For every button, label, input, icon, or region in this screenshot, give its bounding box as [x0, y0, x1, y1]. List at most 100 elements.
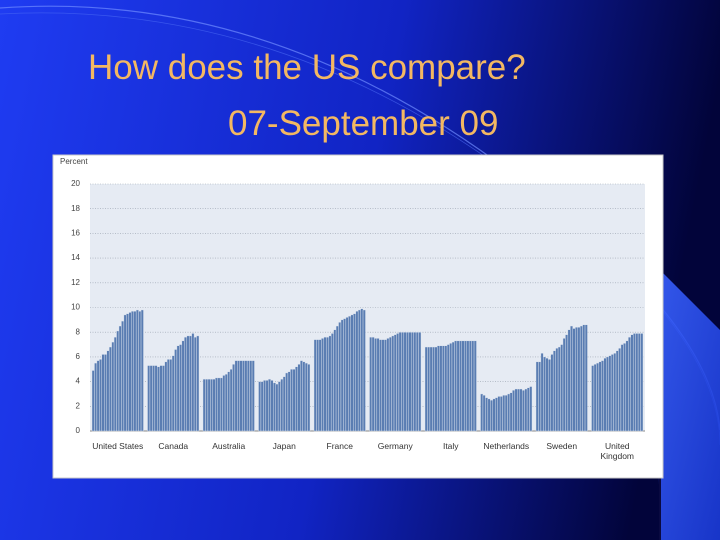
bar — [202, 378, 206, 432]
bar — [591, 365, 595, 432]
bar — [519, 388, 523, 432]
bar — [169, 359, 173, 432]
bar — [418, 332, 422, 432]
bar — [391, 335, 395, 432]
bar — [249, 360, 253, 432]
bar — [131, 311, 134, 432]
bar — [449, 343, 453, 432]
bar — [499, 396, 503, 432]
bar — [104, 354, 107, 432]
bar — [227, 371, 231, 432]
bar — [555, 348, 559, 432]
bar — [623, 343, 627, 432]
bar — [582, 324, 586, 432]
x-tick-label: Sweden — [546, 441, 578, 451]
bar — [369, 336, 373, 432]
bar — [126, 313, 129, 432]
slide-title-line: How does the US compare? — [88, 48, 526, 87]
y-tick-label: 14 — [71, 253, 80, 262]
bar — [434, 346, 438, 432]
bar — [135, 309, 139, 432]
bar — [295, 366, 298, 432]
bar — [579, 325, 583, 432]
bar — [116, 330, 120, 432]
bar — [459, 340, 462, 432]
y-tick-label: 0 — [76, 426, 81, 435]
bar — [495, 397, 498, 432]
y-tick-label: 20 — [71, 179, 80, 188]
y-axis-label: Percent — [60, 157, 88, 166]
bar — [335, 325, 339, 432]
bar — [396, 333, 400, 432]
bar — [618, 348, 622, 432]
bar — [140, 309, 144, 432]
bar — [280, 378, 284, 432]
bar — [413, 332, 417, 432]
bar — [471, 340, 475, 432]
bar — [429, 346, 433, 432]
bar — [268, 378, 271, 432]
bar — [464, 340, 467, 432]
x-tick-label: Germany — [377, 441, 413, 451]
bar — [572, 328, 576, 432]
bar — [222, 375, 226, 432]
bar — [410, 332, 414, 432]
bar — [176, 345, 180, 432]
bar — [497, 396, 501, 432]
bar — [355, 311, 359, 432]
bar — [526, 387, 530, 432]
bar — [384, 339, 387, 432]
bar — [246, 360, 250, 432]
x-tick-label: Netherlands — [483, 441, 530, 451]
bar — [299, 360, 303, 432]
bar — [398, 332, 402, 432]
bar — [270, 380, 274, 432]
bar — [307, 364, 311, 432]
bar — [207, 378, 211, 432]
bar — [577, 327, 581, 432]
bar — [340, 319, 344, 432]
bar — [99, 359, 103, 432]
bar — [357, 309, 361, 432]
bar — [446, 344, 450, 432]
bar — [265, 380, 269, 432]
bar — [468, 340, 472, 432]
bar — [287, 371, 291, 432]
bar — [123, 314, 127, 432]
bar — [212, 378, 216, 432]
bar — [338, 322, 342, 432]
bar — [630, 334, 634, 432]
bar — [393, 334, 397, 432]
bar — [260, 381, 264, 432]
bar — [550, 354, 554, 432]
bar — [403, 332, 407, 432]
bar — [517, 388, 520, 432]
bar — [174, 349, 178, 432]
y-tick-label: 16 — [71, 229, 80, 238]
bar — [157, 366, 160, 432]
bar — [552, 350, 556, 432]
bar — [606, 356, 609, 432]
bar — [239, 360, 243, 432]
x-tick-label: Japan — [272, 441, 296, 451]
bar — [184, 336, 187, 432]
bar — [290, 369, 294, 432]
bar — [628, 336, 631, 432]
bar — [275, 383, 279, 432]
y-tick-label: 10 — [71, 303, 80, 312]
bar — [360, 308, 364, 432]
bar — [584, 324, 588, 432]
bar — [232, 364, 236, 432]
bar — [108, 346, 112, 432]
bar — [210, 378, 214, 432]
bar — [575, 327, 578, 432]
bar — [557, 346, 561, 432]
bar — [111, 341, 115, 432]
bar — [415, 332, 419, 432]
bar — [490, 399, 493, 432]
bar — [406, 332, 409, 432]
bar — [512, 390, 516, 432]
bar — [437, 345, 440, 432]
bar — [316, 339, 320, 432]
